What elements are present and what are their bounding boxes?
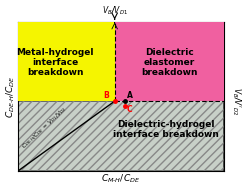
Text: Dielectric
elastomer
breakdown: Dielectric elastomer breakdown xyxy=(141,48,197,77)
Text: $C_{DE\text{-}H}$/$C_{DE}$ = $V_{D1}$/$V_{D2}$: $C_{DE\text{-}H}$/$C_{DE}$ = $V_{D1}$/$V… xyxy=(20,105,69,151)
Text: A: A xyxy=(127,91,133,100)
Text: C: C xyxy=(127,105,133,114)
Text: $V_B$/$V'_{D2}$: $V_B$/$V'_{D2}$ xyxy=(230,87,242,115)
Text: B: B xyxy=(103,91,108,100)
Polygon shape xyxy=(115,22,224,101)
Text: Metal-hydrogel
interface
breakdown: Metal-hydrogel interface breakdown xyxy=(16,48,94,77)
Polygon shape xyxy=(18,22,115,101)
Polygon shape xyxy=(18,22,224,171)
Text: Dielectric-hydrogel
interface breakdown: Dielectric-hydrogel interface breakdown xyxy=(113,120,219,139)
Text: $V_B$/$V_{D1}$: $V_B$/$V_{D1}$ xyxy=(102,4,128,17)
X-axis label: $C_{M\text{-}H}$/$C_{DE}$: $C_{M\text{-}H}$/$C_{DE}$ xyxy=(101,172,140,185)
Y-axis label: $C_{DE\text{-}H}$/$C_{DE}$: $C_{DE\text{-}H}$/$C_{DE}$ xyxy=(4,75,17,118)
